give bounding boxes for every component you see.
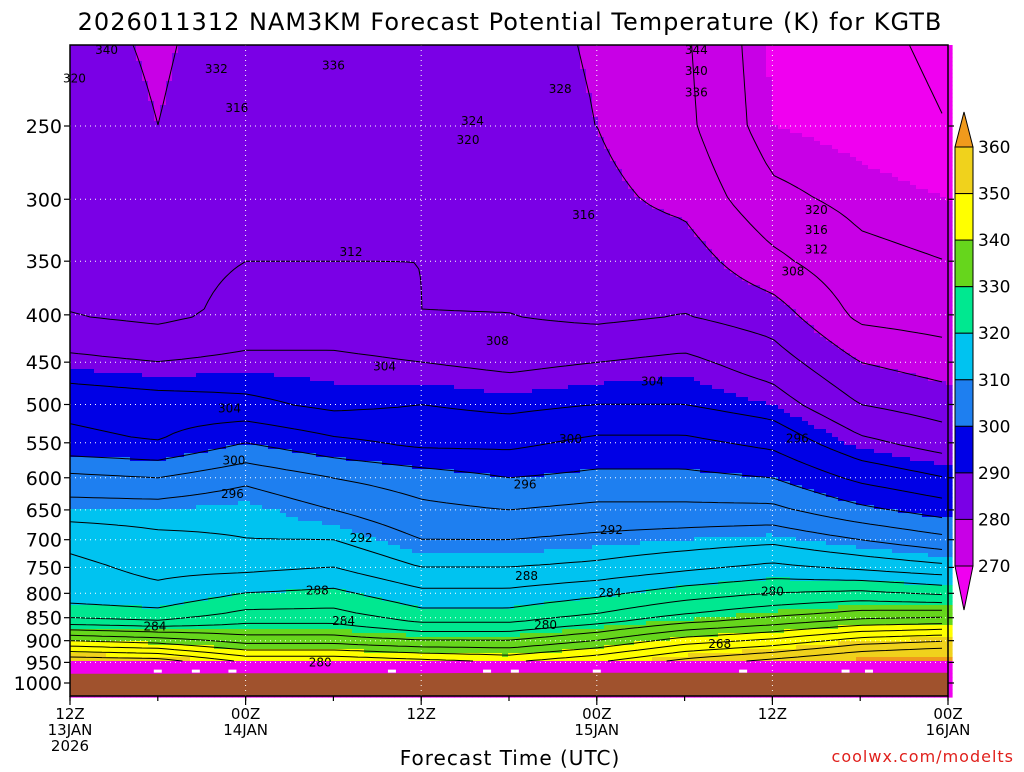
legend-label: 300 — [978, 417, 1010, 437]
y-tick-label: 450 — [26, 352, 62, 374]
x-tick-label: 16JAN — [926, 721, 971, 739]
x-tick-label: 15JAN — [574, 721, 619, 739]
contour-label: 320 — [805, 203, 828, 217]
contour-label: 320 — [457, 133, 480, 147]
y-tick-label: 900 — [26, 631, 62, 653]
legend-label: 320 — [978, 324, 1010, 344]
chart-svg: 2026011312 NAM3KM Forecast Potential Tem… — [0, 0, 1024, 768]
contour-label: 280 — [534, 618, 557, 632]
chart-title: 2026011312 NAM3KM Forecast Potential Tem… — [78, 8, 943, 36]
y-tick-label: 400 — [26, 305, 62, 327]
contour-label: 296 — [221, 487, 244, 501]
y-tick-label: 350 — [26, 251, 62, 273]
contour-label: 304 — [373, 360, 396, 374]
y-tick-label: 800 — [26, 583, 62, 605]
y-tick-label: 950 — [26, 652, 62, 674]
y-tick-label: 750 — [26, 557, 62, 579]
x-axis-label: Forecast Time (UTC) — [400, 746, 621, 768]
y-tick-label: 850 — [26, 608, 62, 630]
contour-label: 296 — [514, 477, 537, 491]
contour-label: 288 — [306, 583, 329, 597]
contour-label: 292 — [600, 523, 623, 537]
contour-label: 300 — [559, 432, 582, 446]
y-tick-label: 700 — [26, 530, 62, 552]
contour-label: 288 — [515, 569, 538, 583]
x-tick-label: 14JAN — [223, 721, 268, 739]
legend-label: 280 — [978, 510, 1010, 530]
surface-marker — [739, 670, 747, 673]
y-tick-label: 650 — [26, 500, 62, 522]
contour-label: 268 — [708, 637, 731, 651]
contour-label: 284 — [332, 614, 355, 628]
legend-label: 330 — [978, 278, 1010, 298]
legend-band — [955, 473, 973, 520]
contour-label: 308 — [781, 264, 804, 278]
ground-terrain — [70, 673, 948, 696]
legend-band — [955, 333, 973, 380]
surface-marker — [483, 670, 491, 673]
contour-label: 336 — [685, 86, 708, 100]
surface-marker — [228, 670, 236, 673]
contour-label: 308 — [486, 334, 509, 348]
legend-label: 310 — [978, 371, 1010, 391]
surface-marker — [865, 670, 873, 673]
y-tick-label: 500 — [26, 395, 62, 417]
legend-band — [955, 380, 973, 427]
x-tick-label: 12Z — [407, 705, 436, 723]
legend-band — [955, 147, 973, 194]
legend-label: 360 — [978, 138, 1010, 158]
contour-label: 280 — [761, 584, 784, 598]
contour-label: 300 — [222, 454, 245, 468]
contour-label: 328 — [549, 82, 572, 96]
contour-label: 312 — [340, 245, 363, 259]
y-tick-label: 1000 — [14, 673, 62, 695]
contour-label: 304 — [218, 402, 241, 416]
contour-label: 320 — [63, 71, 86, 85]
legend-band — [955, 240, 973, 287]
color-legend: 360 350 340 330 320 310 300 290 280 270 — [955, 112, 1010, 610]
contour-label: 316 — [225, 101, 248, 115]
contour-label: 336 — [322, 58, 345, 72]
contour-label: 304 — [641, 374, 664, 388]
surface-marker — [388, 670, 396, 673]
y-tick-label: 250 — [26, 116, 62, 138]
contour-label: 316 — [805, 223, 828, 237]
legend-band — [955, 519, 973, 566]
chart-container: 2026011312 NAM3KM Forecast Potential Tem… — [0, 0, 1024, 768]
surface-marker — [842, 670, 850, 673]
legend-label: 290 — [978, 464, 1010, 484]
surface-marker — [154, 670, 162, 673]
surface-marker — [192, 670, 200, 673]
contour-label: 340 — [685, 64, 708, 78]
credit-text: coolwx.com/modelts — [832, 747, 1014, 766]
legend-band — [955, 194, 973, 241]
x-tick-label: 2026 — [51, 737, 89, 755]
contour-label: 332 — [205, 62, 228, 76]
x-tick-label: 12Z — [758, 705, 787, 723]
y-tick-label: 550 — [26, 433, 62, 455]
surface-marker — [511, 670, 519, 673]
legend-band — [955, 566, 973, 610]
legend-band — [955, 287, 973, 334]
y-tick-label: 600 — [26, 468, 62, 490]
legend-band — [955, 426, 973, 473]
y-tick-label: 300 — [26, 189, 62, 211]
contour-label: 284 — [143, 620, 166, 634]
legend-label: 350 — [978, 185, 1010, 205]
legend-label: 340 — [978, 231, 1010, 251]
legend-label: 270 — [978, 557, 1010, 577]
contour-label: 292 — [350, 531, 373, 545]
contour-label: 316 — [572, 208, 595, 222]
contour-label: 312 — [805, 243, 828, 257]
legend-band — [955, 112, 973, 147]
